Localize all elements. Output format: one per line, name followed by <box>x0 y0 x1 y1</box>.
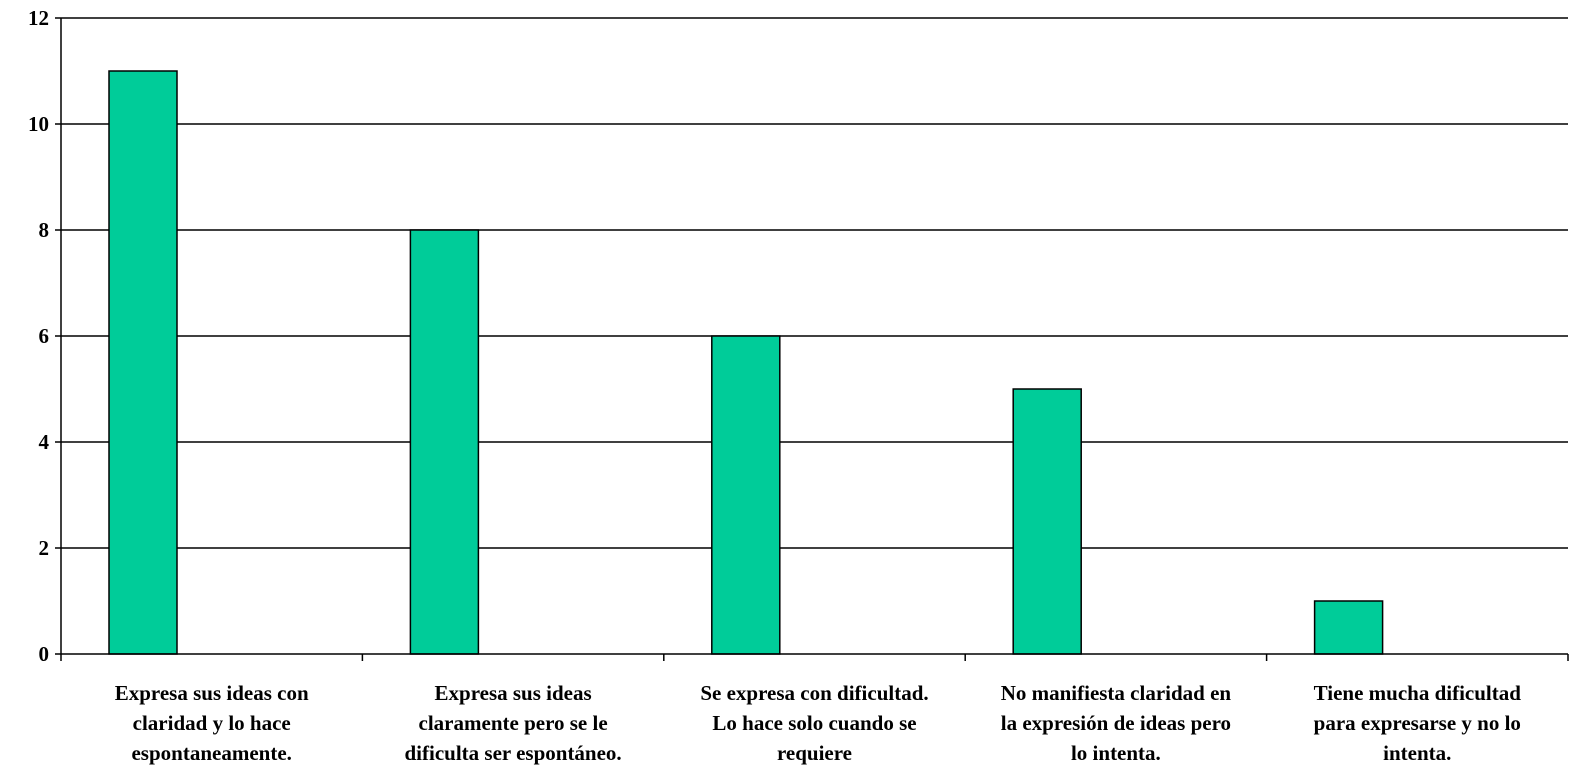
x-category-label: No manifiesta claridad en la expresión de… <box>1001 681 1232 765</box>
x-category-label: Expresa sus ideas claramente pero se le di… <box>404 681 621 765</box>
axes <box>55 17 1569 661</box>
x-category-label-line: intenta. <box>1383 741 1451 765</box>
bar <box>711 335 781 655</box>
x-category-label-line: claramente pero se le <box>419 711 608 735</box>
x-category-label-line: claridad y lo hace <box>133 711 291 735</box>
x-category-label-line: Expresa sus ideas <box>435 681 592 705</box>
bar <box>1313 600 1384 655</box>
x-category-labels: Expresa sus ideas con claridad y lo hace e… <box>115 681 1522 765</box>
x-category-label-line: para expresarse y no lo <box>1314 711 1521 735</box>
x-category-label: Expresa sus ideas con claridad y lo hace e… <box>115 681 309 765</box>
x-category-label-line: Tiene mucha dificultad <box>1314 681 1522 705</box>
x-category-label-line: Se expresa con dificultad. <box>700 681 928 705</box>
bar <box>1012 388 1082 655</box>
y-tick-label: 10 <box>28 112 49 136</box>
gridlines <box>61 17 1568 549</box>
x-category-label-line: la expresión de ideas pero <box>1001 711 1231 735</box>
x-category-label-line: dificulta ser espontáneo. <box>404 741 621 765</box>
x-category-label-line: espontaneamente. <box>131 741 291 765</box>
y-tick-label: 8 <box>39 218 50 242</box>
y-tick-label: 12 <box>28 6 49 30</box>
x-category-label: Tiene mucha dificultad para expresarse y … <box>1314 681 1522 765</box>
y-tick-label: 6 <box>39 324 50 348</box>
x-category-label: Se expresa con dificultad. Lo hace solo c… <box>700 681 928 765</box>
bar <box>108 70 178 655</box>
y-tick-label: 0 <box>39 642 50 666</box>
x-category-label-line: Lo hace solo cuando se <box>712 711 916 735</box>
x-category-label-line: No manifiesta claridad en <box>1001 681 1232 705</box>
y-tick-label: 4 <box>39 430 50 454</box>
x-category-label-line: requiere <box>777 741 852 765</box>
x-category-label-line: Expresa sus ideas con <box>115 681 309 705</box>
y-tick-label: 2 <box>39 536 50 560</box>
bar <box>409 229 480 655</box>
x-category-label-line: lo intenta. <box>1071 741 1161 765</box>
y-tick-labels: 0 2 4 6 8 10 12 <box>28 6 50 666</box>
bars <box>108 70 1384 655</box>
